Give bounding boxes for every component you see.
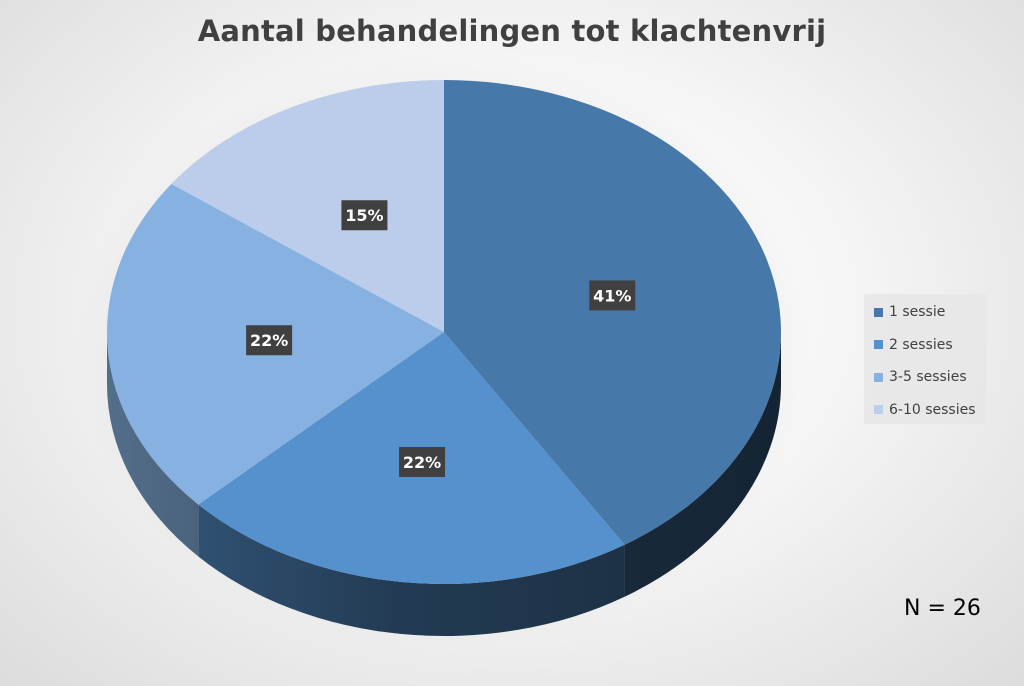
pie-side-2 [106,332,199,557]
data-label-text: 22% [250,331,288,350]
data-label-text: 22% [403,453,441,472]
data-label-2: 22% [246,325,293,356]
data-label-3: 15% [341,200,388,231]
pie-sides [106,332,781,636]
pie-data-labels: 41% 22% 22% 15% [246,200,636,478]
pie-slice-3 [171,80,444,332]
legend-swatch [874,307,883,317]
legend-label: 6-10 sessies [889,401,976,418]
legend-label: 1 sessie [889,304,946,320]
data-label-box [341,200,388,231]
pie-slices [106,80,782,584]
pie-side-0 [624,332,781,597]
data-label-box [246,325,293,356]
legend-item: 1 sessie [874,302,945,322]
legend-item: 3-5 sessies [874,367,967,387]
legend-item: 2 sessies [874,335,953,355]
data-label-text: 15% [345,206,383,225]
data-label-1: 22% [399,447,446,478]
legend-label: 3-5 sessies [889,369,967,385]
pie-slice-0 [444,80,782,545]
data-label-box [589,280,636,311]
data-label-text: 41% [593,286,631,305]
legend-swatch [874,372,883,382]
legend: 1 sessie 2 sessies 3-5 sessies 6-10 sessies [864,294,986,424]
legend-label: 2 sessies [889,336,953,353]
legend-swatch [874,405,883,414]
pie-side-1 [198,504,625,636]
sample-size-note: N = 26 [904,596,981,621]
chart-title: Aantal behandelingen tot klachtenvrij [197,14,827,48]
data-label-0: 41% [589,280,636,311]
legend-swatch [874,340,883,349]
legend-item: 6-10 sessies [874,400,976,420]
data-label-box [399,447,446,478]
